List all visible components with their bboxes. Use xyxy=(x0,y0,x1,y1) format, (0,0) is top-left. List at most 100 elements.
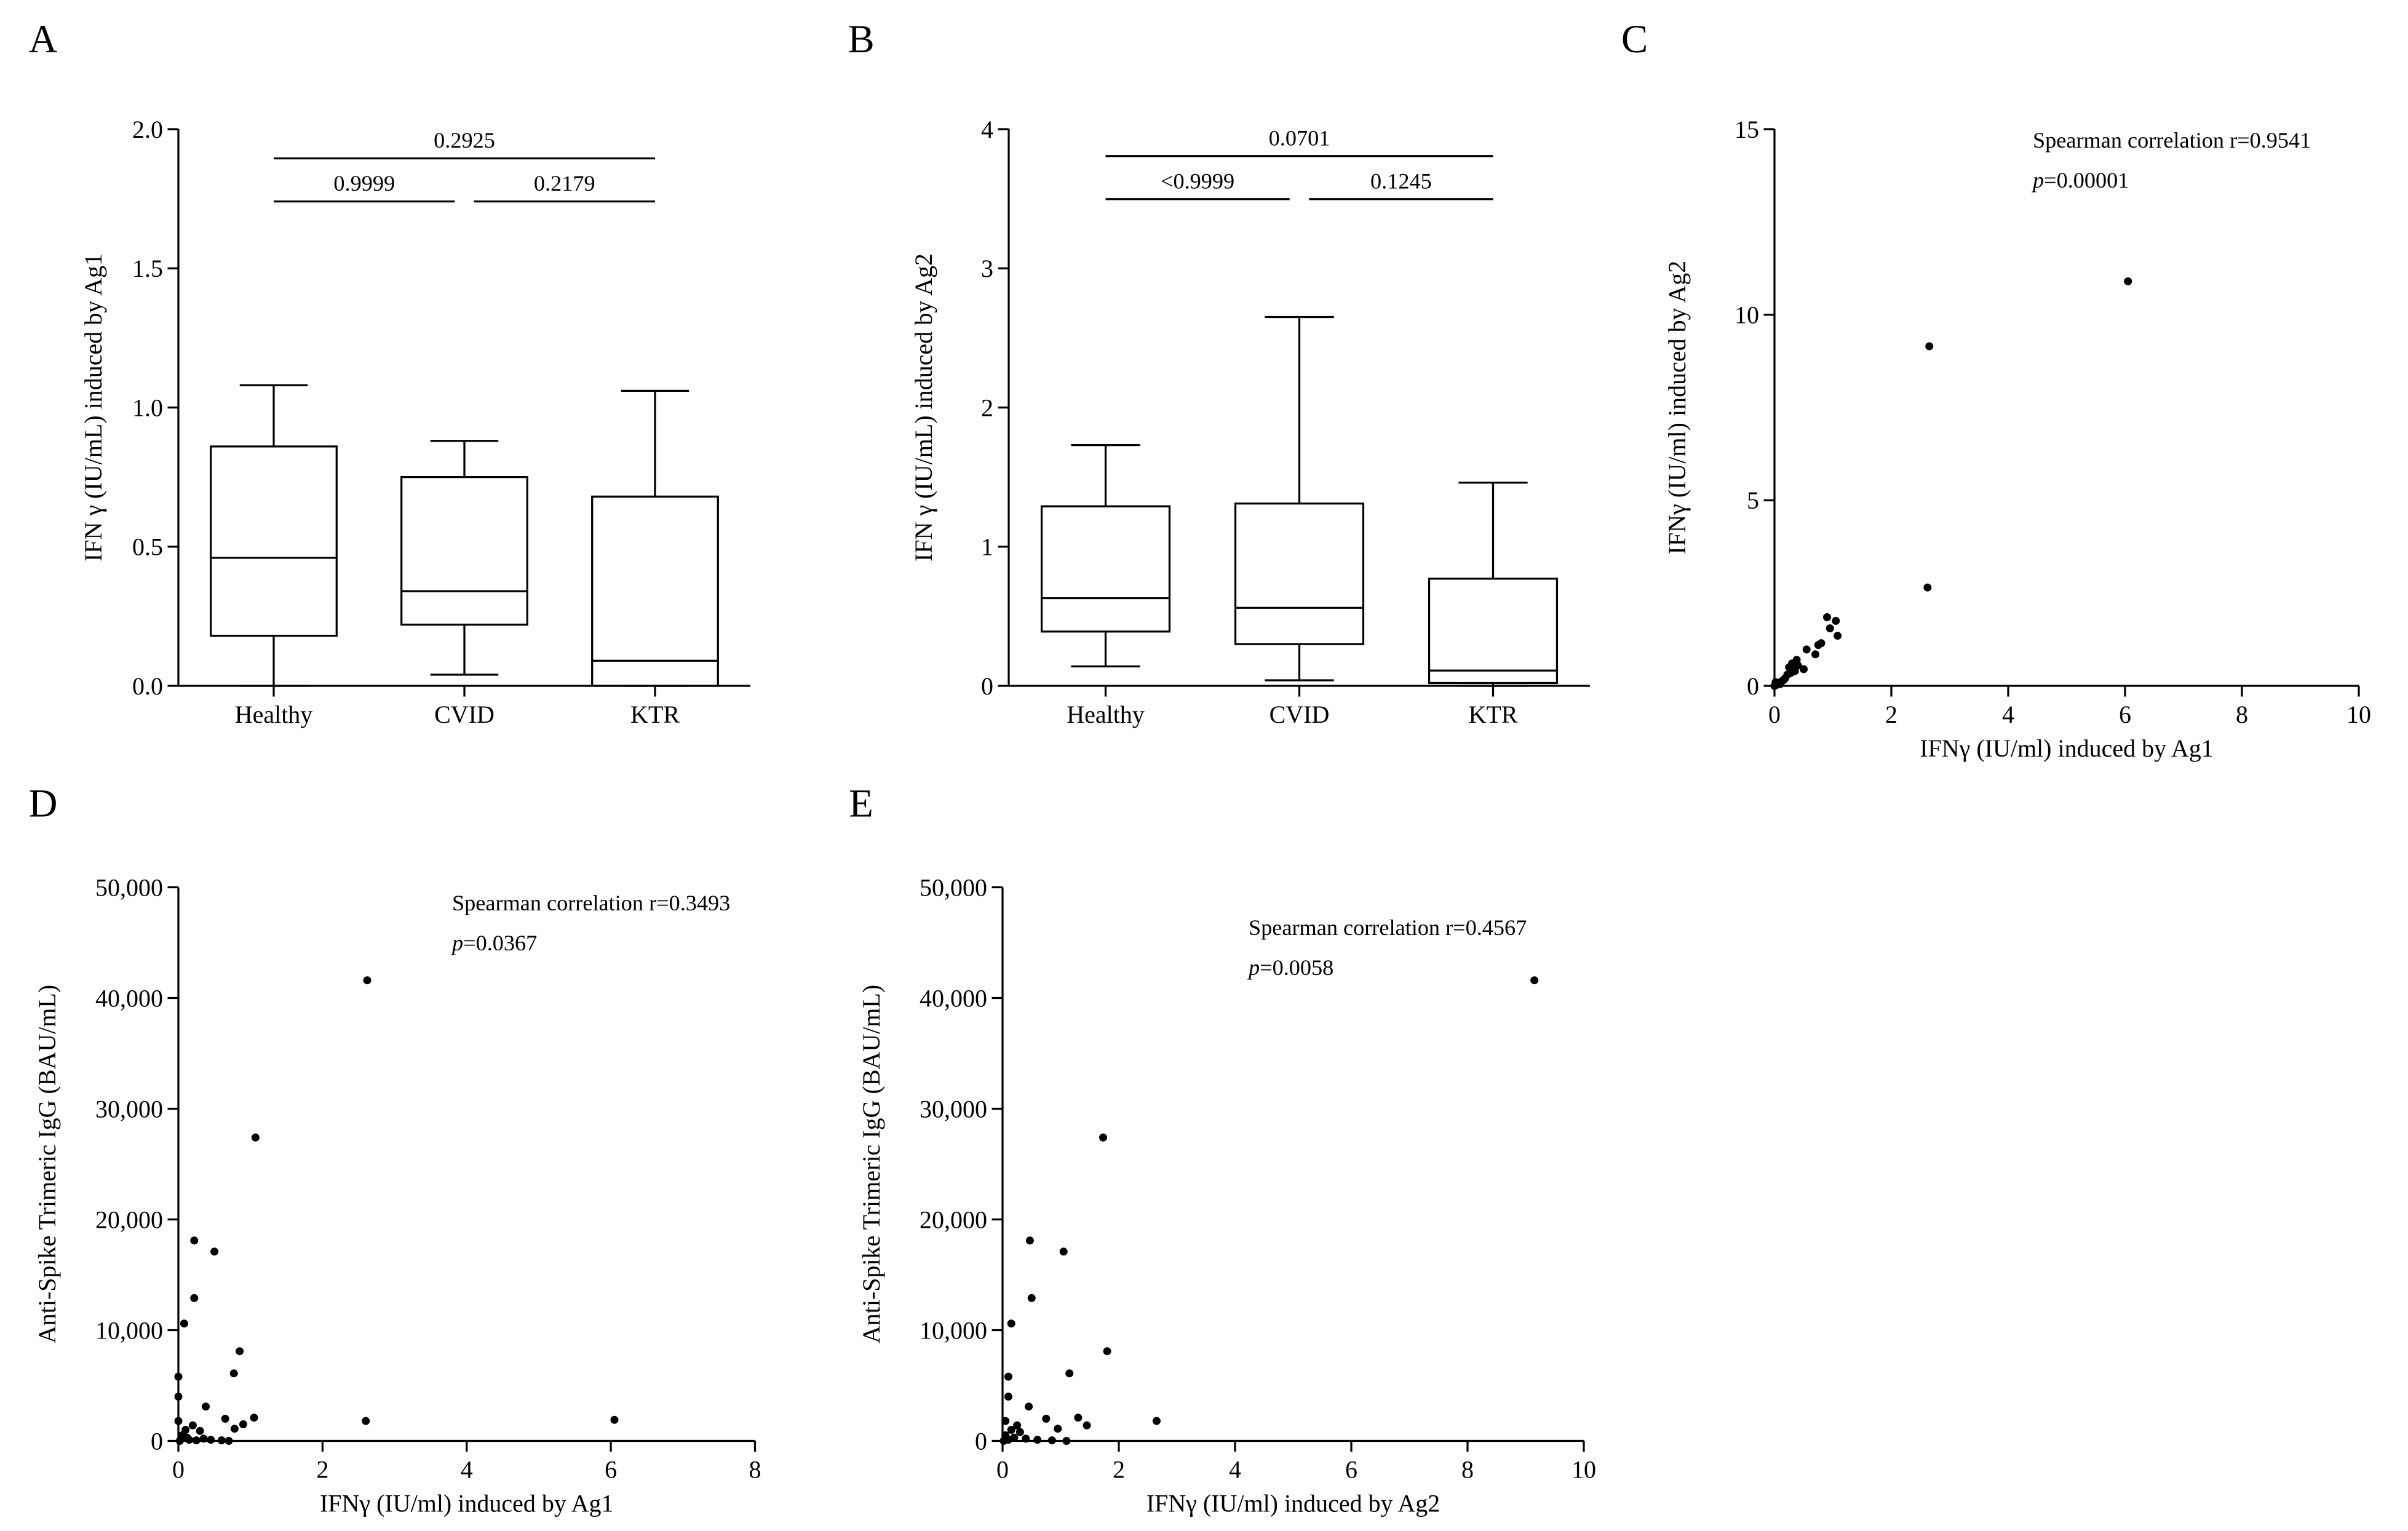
scatter-point xyxy=(1033,1436,1042,1444)
scatter-point xyxy=(217,1436,226,1445)
x-tick-label: 2 xyxy=(1885,701,1897,728)
x-tick-label: 0 xyxy=(996,1456,1009,1484)
y-tick-label: 20,000 xyxy=(920,1206,987,1233)
box-healthy xyxy=(1040,443,1171,667)
scatter-point xyxy=(190,1294,199,1302)
scatter-point xyxy=(1152,1417,1161,1425)
y-tick-label: 40,000 xyxy=(95,984,163,1012)
scatter-point xyxy=(1530,976,1539,985)
y-tick-label: 10,000 xyxy=(920,1316,987,1344)
box-iqr xyxy=(1428,578,1559,685)
y-axis-label: Anti-Spike Trimeric IgG (BAU/mL) xyxy=(857,985,885,1343)
scatter-point xyxy=(2124,277,2132,285)
x-tick-label: 4 xyxy=(2002,701,2014,728)
x-tick-label: Healthy xyxy=(1067,701,1145,728)
scatter-point xyxy=(199,1434,208,1443)
panel-letter: E xyxy=(849,781,873,825)
box-iqr xyxy=(1040,505,1171,633)
scatter-point xyxy=(1007,1319,1015,1328)
y-tick-label: 10 xyxy=(1734,301,1759,328)
y-tick-label: 15 xyxy=(1734,116,1759,143)
x-tick-label: 0 xyxy=(172,1456,185,1484)
scatter-point xyxy=(174,1372,183,1381)
panel-a: A 0.0 0.5 1.0 1.5 2.0 IFN γ (IU/mL) induced by… xyxy=(29,17,750,728)
y-tick-label: 40,000 xyxy=(920,984,987,1012)
y-axis-label: IFN γ (IU/mL) induced by Ag1 xyxy=(79,253,107,562)
scatter-point xyxy=(225,1437,233,1445)
scatter-point xyxy=(1823,613,1831,621)
scatter-point xyxy=(1923,583,1932,592)
y-tick-label: 1.5 xyxy=(132,255,163,282)
x-tick-label: CVID xyxy=(1270,701,1330,728)
y-tick-label: 10,000 xyxy=(95,1316,163,1344)
scatter-point xyxy=(1811,650,1819,659)
scatter-point xyxy=(207,1436,215,1444)
correlation-annotation: Spearman correlation r=0.4567 xyxy=(1249,915,1527,940)
panel-b: B 0 1 2 3 4 IFN γ (IU/mL) induced by Ag2 Health… xyxy=(848,17,1590,728)
x-tick-label: 4 xyxy=(1229,1456,1241,1484)
scatter-point xyxy=(1004,1393,1012,1401)
scatter-point xyxy=(1814,641,1822,650)
scatter-point xyxy=(190,1236,199,1245)
y-axis-label: IFNγ (IU/ml) induced by Ag2 xyxy=(1663,261,1691,555)
scatter-point xyxy=(610,1415,619,1424)
box-iqr xyxy=(591,495,719,687)
y-tick-label: 50,000 xyxy=(95,873,163,901)
scatter-point xyxy=(1099,1133,1107,1142)
p-value-label: 0.1245 xyxy=(1370,169,1432,193)
box-cvid xyxy=(1234,316,1365,682)
scatter-point xyxy=(1004,1436,1012,1444)
p-value: =0.0367 xyxy=(463,931,537,955)
scatter-point xyxy=(1800,665,1808,674)
p-value: =0.0058 xyxy=(1260,955,1333,980)
x-tick-label: 2 xyxy=(316,1456,328,1484)
scatter-point xyxy=(1826,624,1834,632)
scatter-point xyxy=(188,1421,197,1430)
x-tick-label: 8 xyxy=(1461,1456,1474,1484)
x-tick-label: 10 xyxy=(1572,1456,1596,1484)
y-tick-label: 20,000 xyxy=(95,1206,163,1233)
scatter-point xyxy=(1022,1434,1030,1443)
scatter-point xyxy=(1025,1402,1033,1411)
scatter-point xyxy=(210,1247,219,1256)
box-ktr xyxy=(1428,482,1559,687)
scatter-point xyxy=(174,1417,183,1425)
p-value-annotation: p=0.0367 xyxy=(450,931,537,955)
p-symbol: p xyxy=(2031,168,2044,193)
scatter-point xyxy=(236,1347,244,1356)
scatter-point xyxy=(1771,678,1780,686)
y-tick-label: 30,000 xyxy=(920,1095,987,1123)
scatter-point xyxy=(1802,645,1811,654)
panel-letter: A xyxy=(29,17,58,62)
scatter-point xyxy=(1834,632,1842,640)
y-tick-label: 5 xyxy=(1747,487,1759,514)
p-value-label: 0.0701 xyxy=(1269,125,1330,150)
scatter-point xyxy=(362,1417,370,1425)
panel-letter: B xyxy=(848,17,874,62)
scatter-point xyxy=(1027,1294,1036,1302)
y-tick-label: 50,000 xyxy=(920,873,987,901)
panel-e: E 0 10,000 20,000 30,000 40,000 50,000 Anti-Spi… xyxy=(849,781,1596,1517)
x-tick-label: 8 xyxy=(749,1456,761,1484)
box-healthy xyxy=(210,384,338,687)
y-tick-label: 0 xyxy=(981,672,993,700)
scatter-point xyxy=(185,1436,194,1444)
x-axis-label: IFNγ (IU/ml) induced by Ag1 xyxy=(320,1490,614,1517)
scatter-point xyxy=(1047,1436,1056,1445)
box-iqr xyxy=(400,476,528,626)
scatter-point xyxy=(221,1415,229,1423)
scatter-point xyxy=(1042,1415,1051,1423)
correlation-annotation: Spearman correlation r=0.3493 xyxy=(452,891,730,915)
y-tick-label: 30,000 xyxy=(95,1095,163,1123)
scatter-point xyxy=(1074,1414,1083,1422)
x-tick-label: 8 xyxy=(2236,701,2248,728)
y-tick-label: 3 xyxy=(981,255,993,282)
x-axis-label: IFNγ (IU/ml) induced by Ag1 xyxy=(1920,734,2214,762)
scatter-points xyxy=(999,976,1539,1445)
p-value-label: <0.9999 xyxy=(1161,169,1234,193)
scatter-point xyxy=(1779,676,1787,685)
scatter-point xyxy=(175,1437,184,1445)
p-symbol: p xyxy=(1247,955,1260,980)
x-tick-label: CVID xyxy=(434,701,495,728)
